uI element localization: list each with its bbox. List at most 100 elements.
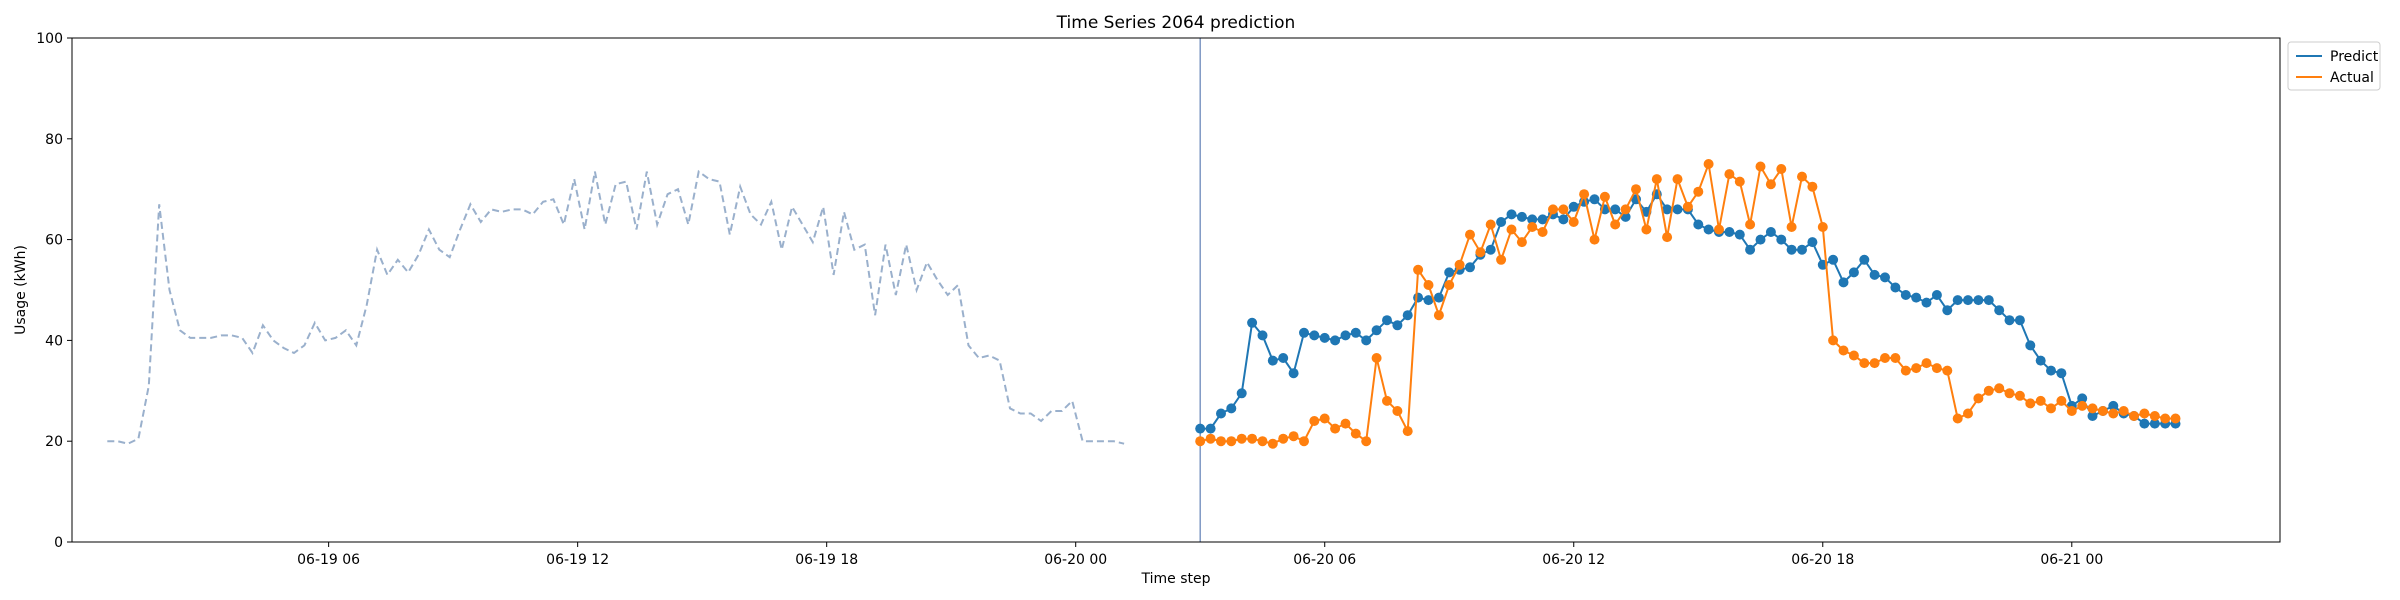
data-point-actual	[1693, 186, 1704, 197]
data-point-predict	[2025, 340, 2036, 351]
data-point-actual	[1516, 237, 1527, 248]
y-axis-label: Usage (kWh)	[13, 245, 29, 335]
data-point-actual	[1963, 408, 1973, 419]
data-point-actual	[1465, 229, 1475, 240]
data-point-predict	[1299, 327, 1309, 338]
data-point-actual	[1423, 280, 1434, 290]
data-point-actual	[1994, 383, 2005, 394]
data-point-actual	[1382, 395, 1392, 406]
data-point-actual	[1340, 418, 1351, 429]
data-point-predict	[1506, 209, 1517, 220]
data-point-actual	[1226, 436, 1237, 447]
data-point-predict	[1921, 297, 1932, 308]
y-tick-label: 20	[45, 434, 63, 450]
data-point-predict	[1963, 295, 1973, 306]
data-point-actual	[1724, 169, 1735, 180]
data-point-actual	[2025, 398, 2036, 409]
data-point-predict	[1423, 295, 1434, 306]
data-point-predict	[1994, 305, 2005, 316]
data-point-actual	[1672, 174, 1683, 185]
data-point-actual	[1392, 406, 1403, 416]
series-predict	[1195, 189, 2181, 434]
data-point-actual	[1236, 433, 1247, 444]
x-axis-label: Time step	[1141, 571, 1211, 587]
data-point-actual	[1288, 431, 1299, 442]
data-point-predict	[1382, 315, 1392, 326]
x-tick-label: 06-20 00	[1044, 552, 1107, 568]
data-point-predict	[2149, 418, 2160, 429]
data-point-predict	[1195, 423, 1206, 434]
data-point-actual	[1496, 254, 1507, 265]
data-point-predict	[1340, 330, 1351, 341]
data-point-predict	[1693, 219, 1704, 230]
data-point-actual	[1911, 363, 1922, 374]
data-point-predict	[2014, 315, 2025, 326]
data-point-predict	[1880, 272, 1890, 283]
data-point-actual	[1651, 174, 1662, 185]
data-point-predict	[2056, 368, 2067, 379]
data-point-actual	[1817, 222, 1828, 232]
data-point-actual	[1931, 363, 1942, 374]
data-point-predict	[1392, 320, 1403, 331]
data-point-actual	[1433, 310, 1444, 321]
data-point-actual	[1765, 179, 1776, 190]
data-point-actual	[1537, 227, 1548, 237]
y-axis: 0 20 40 60 80 100	[36, 31, 72, 551]
y-tick-label: 60	[45, 233, 63, 249]
x-tick-label: 06-19 06	[297, 552, 360, 568]
data-point-actual	[1299, 436, 1309, 447]
data-point-predict	[1558, 214, 1569, 225]
data-point-predict	[1319, 332, 1330, 343]
data-point-actual	[1589, 234, 1600, 245]
data-point-predict	[1765, 227, 1776, 237]
data-point-actual	[1662, 232, 1673, 243]
data-point-predict	[1205, 423, 1216, 434]
data-point-predict	[1216, 408, 1226, 419]
data-point-actual	[1880, 353, 1890, 363]
data-point-actual	[1797, 171, 1807, 182]
data-point-predict	[1859, 254, 1870, 265]
data-point-actual	[1257, 436, 1268, 447]
data-point-actual	[2004, 388, 2015, 399]
data-point-actual	[1807, 181, 1818, 192]
data-point-predict	[1786, 244, 1797, 255]
data-point-actual	[1952, 413, 1963, 424]
data-point-actual	[1216, 436, 1226, 447]
data-point-predict	[1755, 234, 1766, 245]
data-point-predict	[1942, 305, 1953, 316]
data-point-predict	[1589, 194, 1600, 205]
data-point-predict	[1734, 229, 1745, 240]
data-point-actual	[1506, 224, 1517, 235]
plot-frame	[71, 37, 2281, 543]
data-point-actual	[1454, 259, 1465, 270]
data-point-actual	[1527, 222, 1538, 232]
data-point-predict	[1807, 237, 1818, 248]
data-point-actual	[1475, 247, 1486, 258]
data-point-actual	[1682, 201, 1693, 212]
data-point-predict	[1257, 330, 1268, 341]
data-point-predict	[1662, 204, 1673, 215]
data-point-actual	[1361, 436, 1372, 447]
data-point-actual	[1278, 433, 1289, 444]
data-point-predict	[1838, 277, 1849, 288]
data-point-predict	[2046, 365, 2056, 376]
data-point-predict	[1537, 214, 1548, 225]
data-point-actual	[1900, 365, 1911, 376]
data-point-predict	[1828, 254, 1839, 265]
data-point-actual	[1641, 224, 1652, 235]
data-point-actual	[1558, 204, 1569, 215]
y-tick-label: 0	[54, 535, 63, 551]
data-point-actual	[1890, 353, 1901, 363]
data-point-actual	[1205, 433, 1216, 444]
data-point-predict	[1745, 244, 1756, 255]
data-point-actual	[2087, 403, 2098, 414]
data-point-predict	[1848, 267, 1859, 278]
data-point-actual	[2066, 406, 2077, 416]
data-point-actual	[1848, 350, 1859, 361]
data-point-actual	[1485, 219, 1496, 230]
data-point-predict	[1776, 234, 1787, 245]
data-point-actual	[2077, 400, 2088, 411]
data-point-predict	[1610, 204, 1621, 215]
data-point-actual	[1620, 204, 1631, 215]
